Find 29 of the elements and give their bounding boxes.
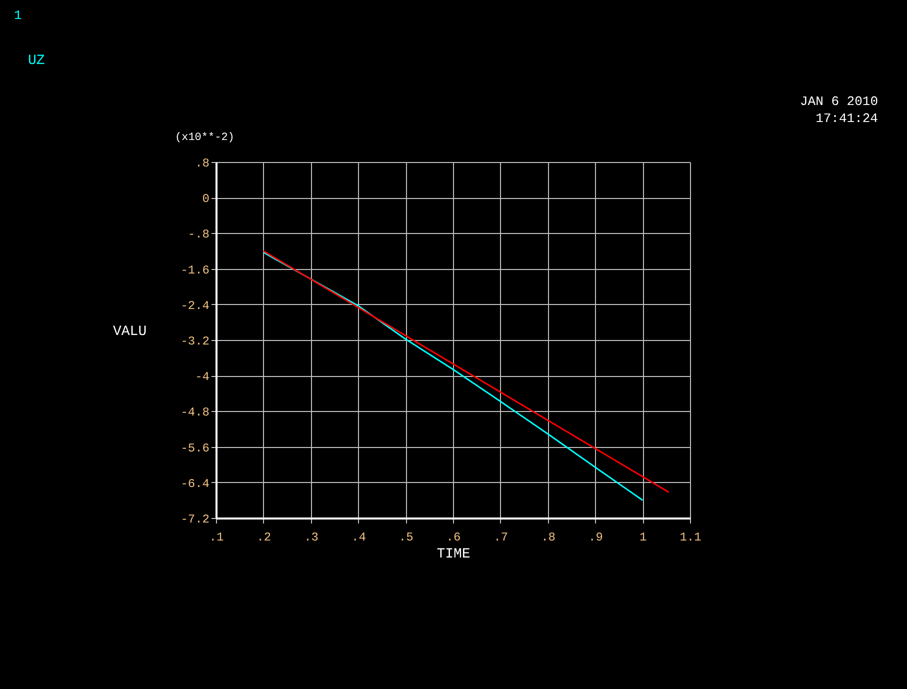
- x-axis-title: TIME: [436, 546, 470, 562]
- x-tick-label: 1: [640, 530, 647, 544]
- x-tick-label: .2: [256, 530, 272, 544]
- x-tick-label: .9: [588, 530, 603, 544]
- y-tick-label: .8: [195, 156, 210, 170]
- y-tick-label: -4: [195, 370, 210, 384]
- y-tick-label: -.8: [188, 228, 210, 242]
- y-tick-label: -4.8: [180, 406, 210, 420]
- y-axis-title: VALU: [113, 324, 147, 340]
- y-tick-label: -3.2: [180, 334, 210, 348]
- text: 1: [14, 8, 22, 23]
- y-tick-label: -2.4: [180, 298, 210, 313]
- y-tick-label: -5.6: [180, 441, 210, 456]
- text: JAN 6 2010: [800, 94, 878, 109]
- x-tick-label: .3: [304, 530, 319, 544]
- x-tick-label: .5: [398, 530, 414, 544]
- y-tick-label: -1.6: [180, 263, 210, 278]
- x-tick-label: 1.1: [680, 530, 702, 544]
- x-tick-label: .1: [209, 530, 224, 544]
- x-tick-label: .6: [446, 530, 461, 544]
- text: 17:41:24: [816, 111, 878, 126]
- x-tick-label: .7: [494, 530, 508, 544]
- y-tick-label: -6.4: [180, 476, 210, 491]
- text: (x10**-2): [175, 132, 234, 144]
- text: UZ: [28, 53, 45, 69]
- x-tick-label: .8: [541, 530, 556, 544]
- x-tick-label: .4: [351, 530, 366, 544]
- y-tick-label: -7.2: [180, 512, 210, 526]
- y-tick-label: 0: [202, 192, 210, 206]
